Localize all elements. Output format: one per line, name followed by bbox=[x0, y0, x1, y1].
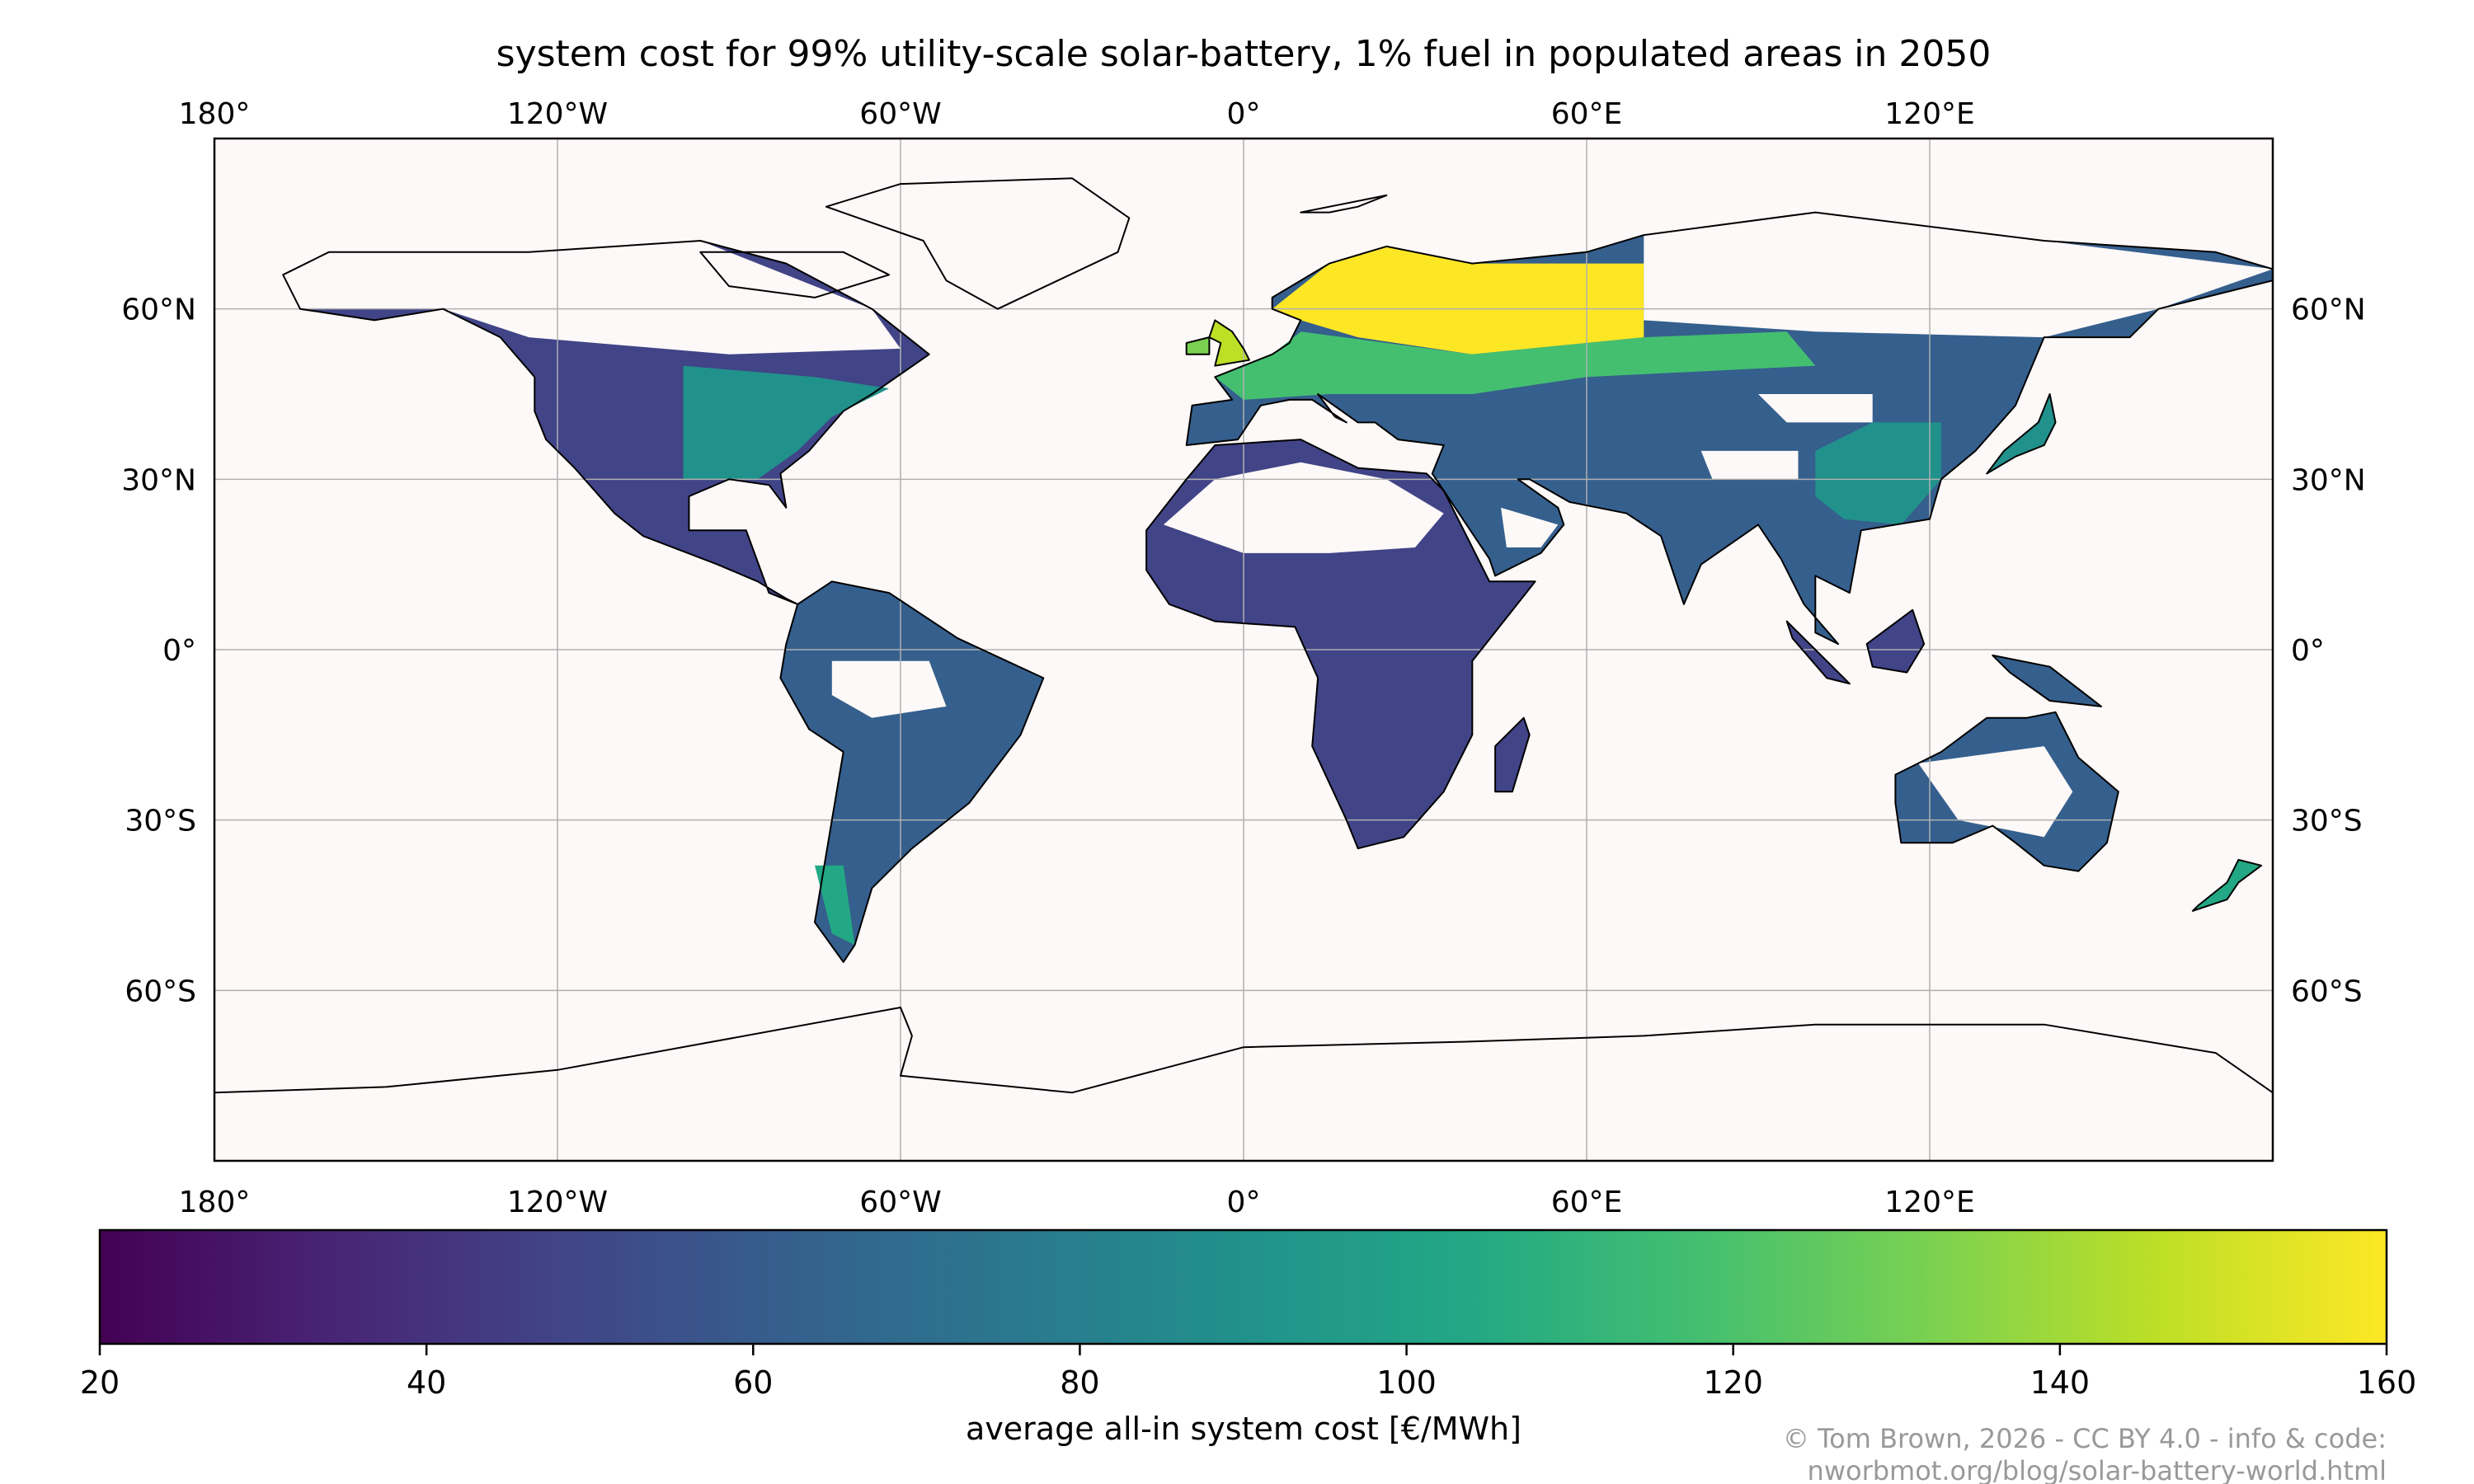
raster-region-ng bbox=[1992, 655, 2101, 707]
colorbar-tick-label: 40 bbox=[407, 1364, 446, 1401]
coastline-au bbox=[1894, 711, 2119, 872]
chart-title: system cost for 99% utility-scale solar-… bbox=[496, 33, 1992, 75]
coastlines bbox=[214, 177, 2273, 1161]
raster-eastern-us-canada bbox=[683, 365, 890, 480]
colorbar-tick-label: 80 bbox=[1060, 1364, 1099, 1401]
coastline-ba bbox=[699, 251, 891, 298]
raster-tibet bbox=[1700, 450, 1799, 480]
right-lat-tick-label: 60°N bbox=[2291, 294, 2366, 327]
top-lon-tick-label: 60°W bbox=[859, 97, 941, 131]
left-lat-tick-label: 60°N bbox=[121, 294, 196, 327]
coastline-bo bbox=[1865, 608, 1926, 674]
bottom-lon-tick-label: 60°E bbox=[1551, 1186, 1623, 1219]
left-lat-tick-label: 0° bbox=[162, 634, 196, 668]
bottom-lon-tick-label: 120°E bbox=[1884, 1186, 1974, 1219]
raster-northern-eurasia bbox=[1272, 246, 1644, 355]
left-lat-tick-label: 30°N bbox=[121, 463, 196, 497]
coastline-sa bbox=[779, 580, 1045, 963]
colorbar-tick-label: 20 bbox=[80, 1364, 120, 1401]
credit-line-2: nworbmot.org/blog/solar-battery-world.ht… bbox=[1808, 1455, 2387, 1484]
coastline-an bbox=[214, 1007, 2273, 1161]
raster-region-nz bbox=[2192, 859, 2262, 911]
colorbar-tick-label: 100 bbox=[1376, 1364, 1437, 1401]
raster-arabia-desert bbox=[1501, 507, 1559, 547]
colorbar-tick-label: 160 bbox=[2357, 1364, 2417, 1401]
raster-china bbox=[1815, 422, 1941, 525]
bottom-lon-tick-label: 180° bbox=[179, 1186, 251, 1219]
raster-siberia-unpopulated bbox=[1644, 212, 2273, 338]
coastline-na bbox=[282, 240, 930, 605]
raster-southern-cone bbox=[815, 865, 855, 946]
right-lat-tick-label: 30°S bbox=[2291, 805, 2363, 838]
colorbar-label: average all-in system cost [€/MWh] bbox=[966, 1411, 1522, 1447]
raster-region-md bbox=[1495, 717, 1530, 792]
coastline-gl bbox=[825, 177, 1131, 310]
credit-line-1: © Tom Brown, 2026 - CC BY 4.0 - info & c… bbox=[1783, 1423, 2387, 1454]
left-lat-tick-label: 60°S bbox=[125, 974, 196, 1008]
colorbar-tick-label: 120 bbox=[1703, 1364, 1763, 1401]
raster-unpopulated-north-america bbox=[283, 241, 901, 355]
top-lon-tick-label: 60°E bbox=[1551, 97, 1623, 131]
raster-region-bo bbox=[1866, 609, 1925, 673]
right-lat-tick-label: 30°N bbox=[2291, 463, 2366, 497]
top-lon-tick-label: 180° bbox=[179, 97, 251, 131]
colorbar-ticks: 20 40 60 80 100 120 140 160 bbox=[80, 1344, 2416, 1401]
raster-sahara bbox=[1163, 462, 1444, 553]
coastline-jp bbox=[1986, 393, 2057, 475]
coastline-md bbox=[1494, 716, 1531, 793]
coastline-sv bbox=[1300, 194, 1388, 214]
raster-gobi bbox=[1758, 394, 1873, 423]
bottom-lon-tick-label: 60°W bbox=[859, 1186, 941, 1219]
coastline-nz bbox=[2191, 858, 2263, 912]
bottom-lon-tick-label: 120°W bbox=[507, 1186, 608, 1219]
coastline-su bbox=[1785, 620, 1851, 685]
coastline-eu bbox=[1185, 211, 2273, 646]
coastline-ng bbox=[1992, 654, 2102, 707]
raster-region-uk bbox=[1209, 320, 1249, 366]
right-lat-tick-label: 60°S bbox=[2291, 974, 2363, 1008]
raster-central-europe bbox=[1215, 331, 1816, 400]
map-frame bbox=[213, 137, 2274, 1162]
top-lon-tick-label: 120°E bbox=[1884, 97, 1974, 131]
top-lon-tick-label: 120°W bbox=[507, 97, 608, 131]
coastline-af bbox=[1145, 439, 1536, 850]
raster-amazon bbox=[831, 660, 947, 718]
bottom-lon-tick-label: 0° bbox=[1227, 1186, 1261, 1219]
raster-australia-interior bbox=[1918, 746, 2073, 838]
raster-region-jp bbox=[1987, 394, 2056, 474]
colorbar-tick-label: 140 bbox=[2030, 1364, 2091, 1401]
axis-tick-labels: 180° 180° 120°W 120°W 60°W 60°W 0° 0° 60°E 60°E 12… bbox=[121, 97, 2366, 1219]
right-lat-tick-label: 0° bbox=[2291, 634, 2325, 668]
gridlines bbox=[214, 139, 2273, 1161]
coastline-ie bbox=[1185, 336, 1211, 355]
left-lat-tick-label: 30°S bbox=[125, 805, 196, 838]
colorbar-tick-label: 60 bbox=[733, 1364, 773, 1401]
colorbar bbox=[98, 1228, 2388, 1345]
top-lon-tick-label: 0° bbox=[1227, 97, 1261, 131]
coastline-uk bbox=[1208, 319, 1250, 367]
